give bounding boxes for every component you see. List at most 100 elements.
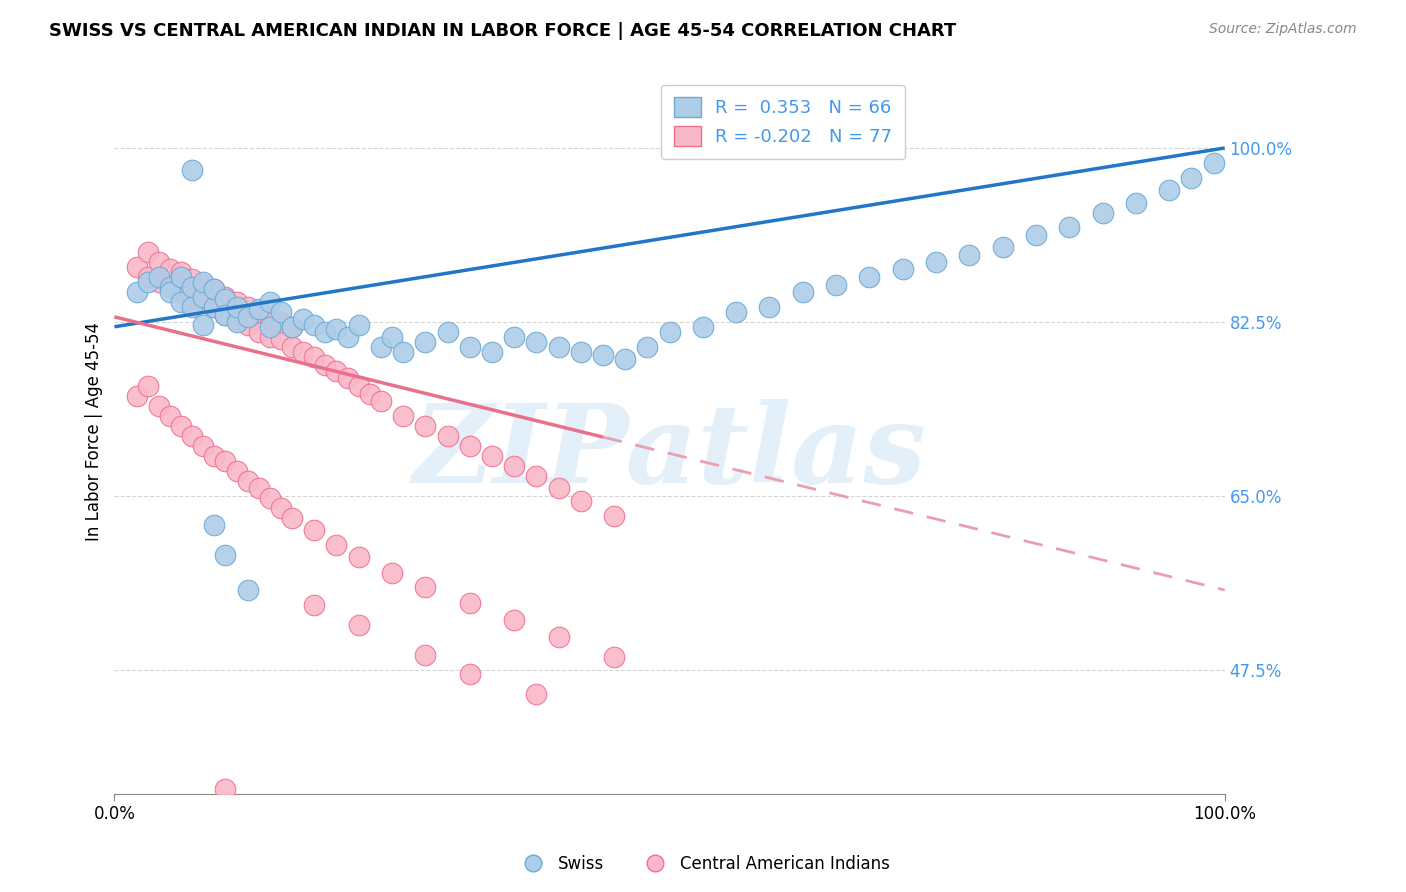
Point bbox=[1159, 183, 1181, 197]
Point bbox=[136, 275, 159, 289]
Point bbox=[347, 617, 370, 632]
Point bbox=[381, 329, 404, 343]
Point bbox=[569, 344, 592, 359]
Point bbox=[136, 245, 159, 260]
Point bbox=[214, 308, 236, 322]
Point bbox=[413, 648, 436, 662]
Point bbox=[270, 315, 292, 329]
Point bbox=[547, 340, 569, 354]
Point bbox=[325, 322, 347, 336]
Point bbox=[569, 493, 592, 508]
Point bbox=[259, 329, 281, 343]
Point bbox=[202, 518, 225, 533]
Point bbox=[247, 305, 270, 319]
Point bbox=[247, 301, 270, 316]
Point bbox=[792, 285, 814, 299]
Point bbox=[214, 292, 236, 306]
Point bbox=[1025, 228, 1047, 243]
Point bbox=[202, 282, 225, 296]
Point bbox=[458, 667, 481, 681]
Point bbox=[193, 275, 215, 289]
Point bbox=[214, 308, 236, 322]
Point bbox=[181, 162, 204, 177]
Point bbox=[524, 468, 547, 483]
Text: SWISS VS CENTRAL AMERICAN INDIAN IN LABOR FORCE | AGE 45-54 CORRELATION CHART: SWISS VS CENTRAL AMERICAN INDIAN IN LABO… bbox=[49, 22, 956, 40]
Point bbox=[547, 481, 569, 495]
Legend: Swiss, Central American Indians: Swiss, Central American Indians bbox=[510, 848, 896, 880]
Point bbox=[458, 340, 481, 354]
Point bbox=[381, 566, 404, 581]
Point bbox=[592, 348, 614, 362]
Point bbox=[458, 439, 481, 453]
Point bbox=[758, 300, 780, 314]
Point bbox=[359, 387, 381, 401]
Point bbox=[614, 351, 637, 366]
Point bbox=[481, 344, 503, 359]
Point bbox=[148, 399, 170, 413]
Point bbox=[325, 538, 347, 552]
Point bbox=[925, 255, 948, 269]
Point bbox=[259, 295, 281, 310]
Point bbox=[170, 265, 193, 279]
Point bbox=[270, 500, 292, 515]
Point bbox=[503, 613, 526, 627]
Point bbox=[181, 429, 204, 443]
Point bbox=[503, 329, 526, 343]
Point bbox=[370, 340, 392, 354]
Point bbox=[236, 582, 259, 597]
Point bbox=[304, 524, 326, 538]
Point bbox=[270, 332, 292, 346]
Point bbox=[170, 295, 193, 310]
Point bbox=[436, 429, 458, 443]
Point bbox=[725, 305, 748, 319]
Point bbox=[413, 334, 436, 349]
Point bbox=[603, 649, 626, 664]
Point bbox=[193, 318, 215, 332]
Point bbox=[991, 240, 1014, 254]
Point bbox=[347, 550, 370, 565]
Point bbox=[159, 409, 181, 424]
Point bbox=[413, 580, 436, 594]
Point bbox=[214, 454, 236, 468]
Point bbox=[247, 481, 270, 495]
Point bbox=[159, 280, 181, 294]
Point bbox=[170, 419, 193, 434]
Point bbox=[281, 340, 304, 354]
Point bbox=[181, 300, 204, 314]
Point bbox=[236, 318, 259, 332]
Point bbox=[214, 548, 236, 562]
Point bbox=[214, 290, 236, 304]
Point bbox=[524, 687, 547, 701]
Point bbox=[225, 315, 247, 329]
Point bbox=[1202, 156, 1225, 170]
Point bbox=[193, 290, 215, 304]
Point bbox=[1091, 205, 1114, 219]
Point bbox=[458, 596, 481, 610]
Point bbox=[125, 260, 148, 275]
Point bbox=[202, 300, 225, 314]
Point bbox=[236, 310, 259, 324]
Point bbox=[304, 318, 326, 332]
Point bbox=[170, 270, 193, 285]
Point bbox=[193, 439, 215, 453]
Point bbox=[825, 278, 848, 293]
Point bbox=[281, 319, 304, 334]
Point bbox=[270, 305, 292, 319]
Point bbox=[413, 419, 436, 434]
Text: ZIPatlas: ZIPatlas bbox=[412, 399, 927, 507]
Point bbox=[136, 379, 159, 393]
Point bbox=[259, 310, 281, 324]
Point bbox=[336, 329, 359, 343]
Point bbox=[148, 255, 170, 269]
Point bbox=[314, 325, 336, 339]
Point bbox=[202, 282, 225, 296]
Point bbox=[236, 474, 259, 488]
Point bbox=[247, 325, 270, 339]
Point bbox=[370, 394, 392, 409]
Point bbox=[170, 285, 193, 299]
Point bbox=[658, 325, 681, 339]
Point bbox=[957, 248, 980, 262]
Point bbox=[524, 334, 547, 349]
Point bbox=[292, 311, 315, 326]
Point bbox=[181, 292, 204, 306]
